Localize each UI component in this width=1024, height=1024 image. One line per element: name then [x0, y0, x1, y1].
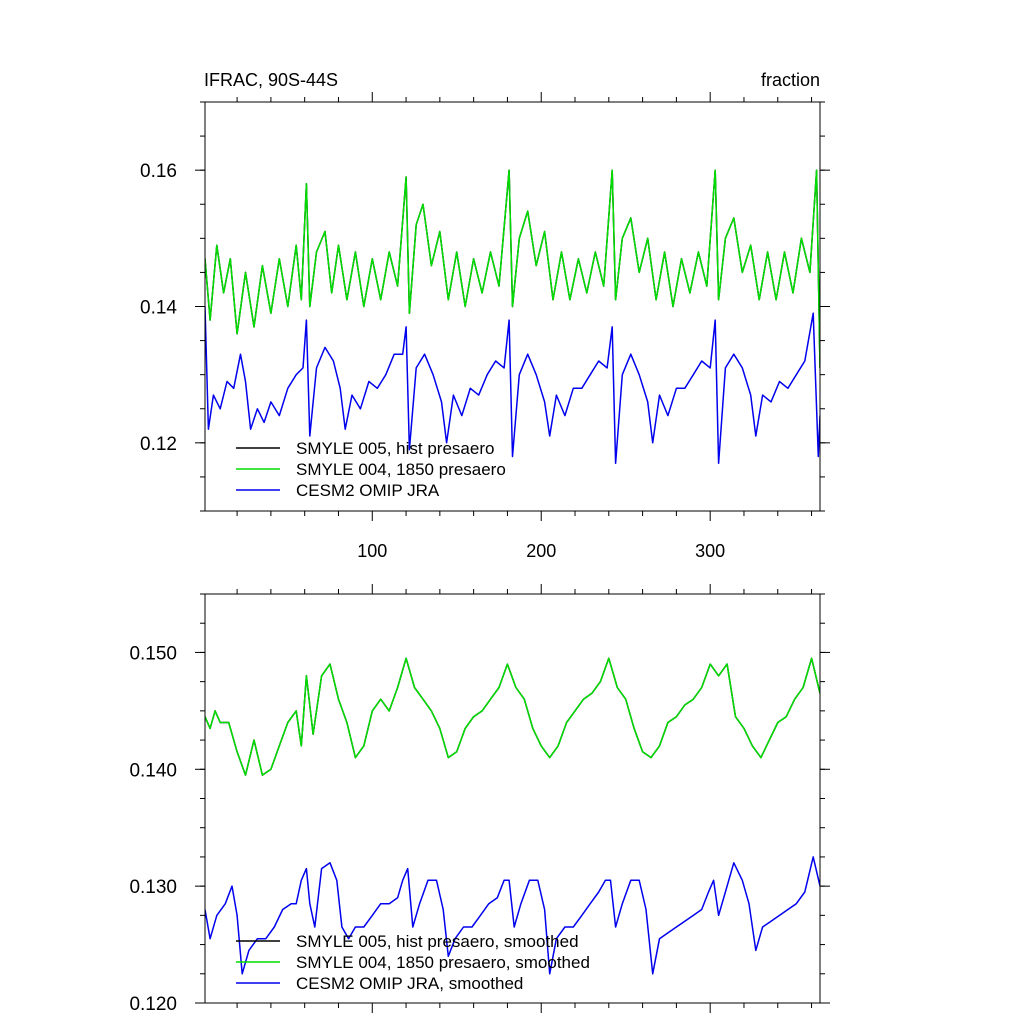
- top-legend-label-0: SMYLE 005, hist presaero: [296, 439, 494, 458]
- top-y-tick-label-0: 0.12: [140, 434, 177, 455]
- top-y-tick-label-2: 0.16: [140, 161, 177, 182]
- top-x-tick-label-1: 200: [526, 541, 556, 561]
- bottom-series-line-1: [205, 657, 820, 776]
- top-x-tick-label-2: 300: [695, 541, 725, 561]
- bottom-y-tick-label-1: 0.130: [129, 877, 177, 898]
- top-series-line-1: [205, 169, 820, 368]
- top-chart-title: IFRAC, 90S-44S: [204, 70, 338, 90]
- bottom-legend-label-0: SMYLE 005, hist presaero, smoothed: [296, 932, 579, 951]
- top-panel: IFRAC, 90S-44S fraction 100 200 300 0.12 0.1…: [140, 70, 830, 561]
- bottom-panel: 0.120 0.130 0.140 0.150 SMYLE 005, hist pres…: [129, 584, 830, 1015]
- top-x-tick-label-0: 100: [357, 541, 387, 561]
- top-series-group: [205, 169, 820, 465]
- top-y-tick-label-1: 0.14: [140, 298, 177, 319]
- bottom-legend-label-2: CESM2 OMIP JRA, smoothed: [296, 974, 523, 993]
- bottom-legend-label-1: SMYLE 004, 1850 presaero, smoothed: [296, 953, 590, 972]
- top-series-line-0: [205, 169, 820, 368]
- bottom-series-group: [205, 657, 820, 975]
- bottom-y-tick-label-0: 0.120: [129, 994, 177, 1015]
- top-legend-label-2: CESM2 OMIP JRA: [296, 481, 440, 500]
- top-chart-units-label: fraction: [761, 70, 820, 90]
- bottom-y-tick-label-3: 0.150: [129, 643, 177, 664]
- top-series-line-2: [205, 306, 820, 465]
- bottom-y-tick-label-2: 0.140: [129, 760, 177, 781]
- bottom-series-line-2: [205, 856, 820, 975]
- top-legend-label-1: SMYLE 004, 1850 presaero: [296, 460, 506, 479]
